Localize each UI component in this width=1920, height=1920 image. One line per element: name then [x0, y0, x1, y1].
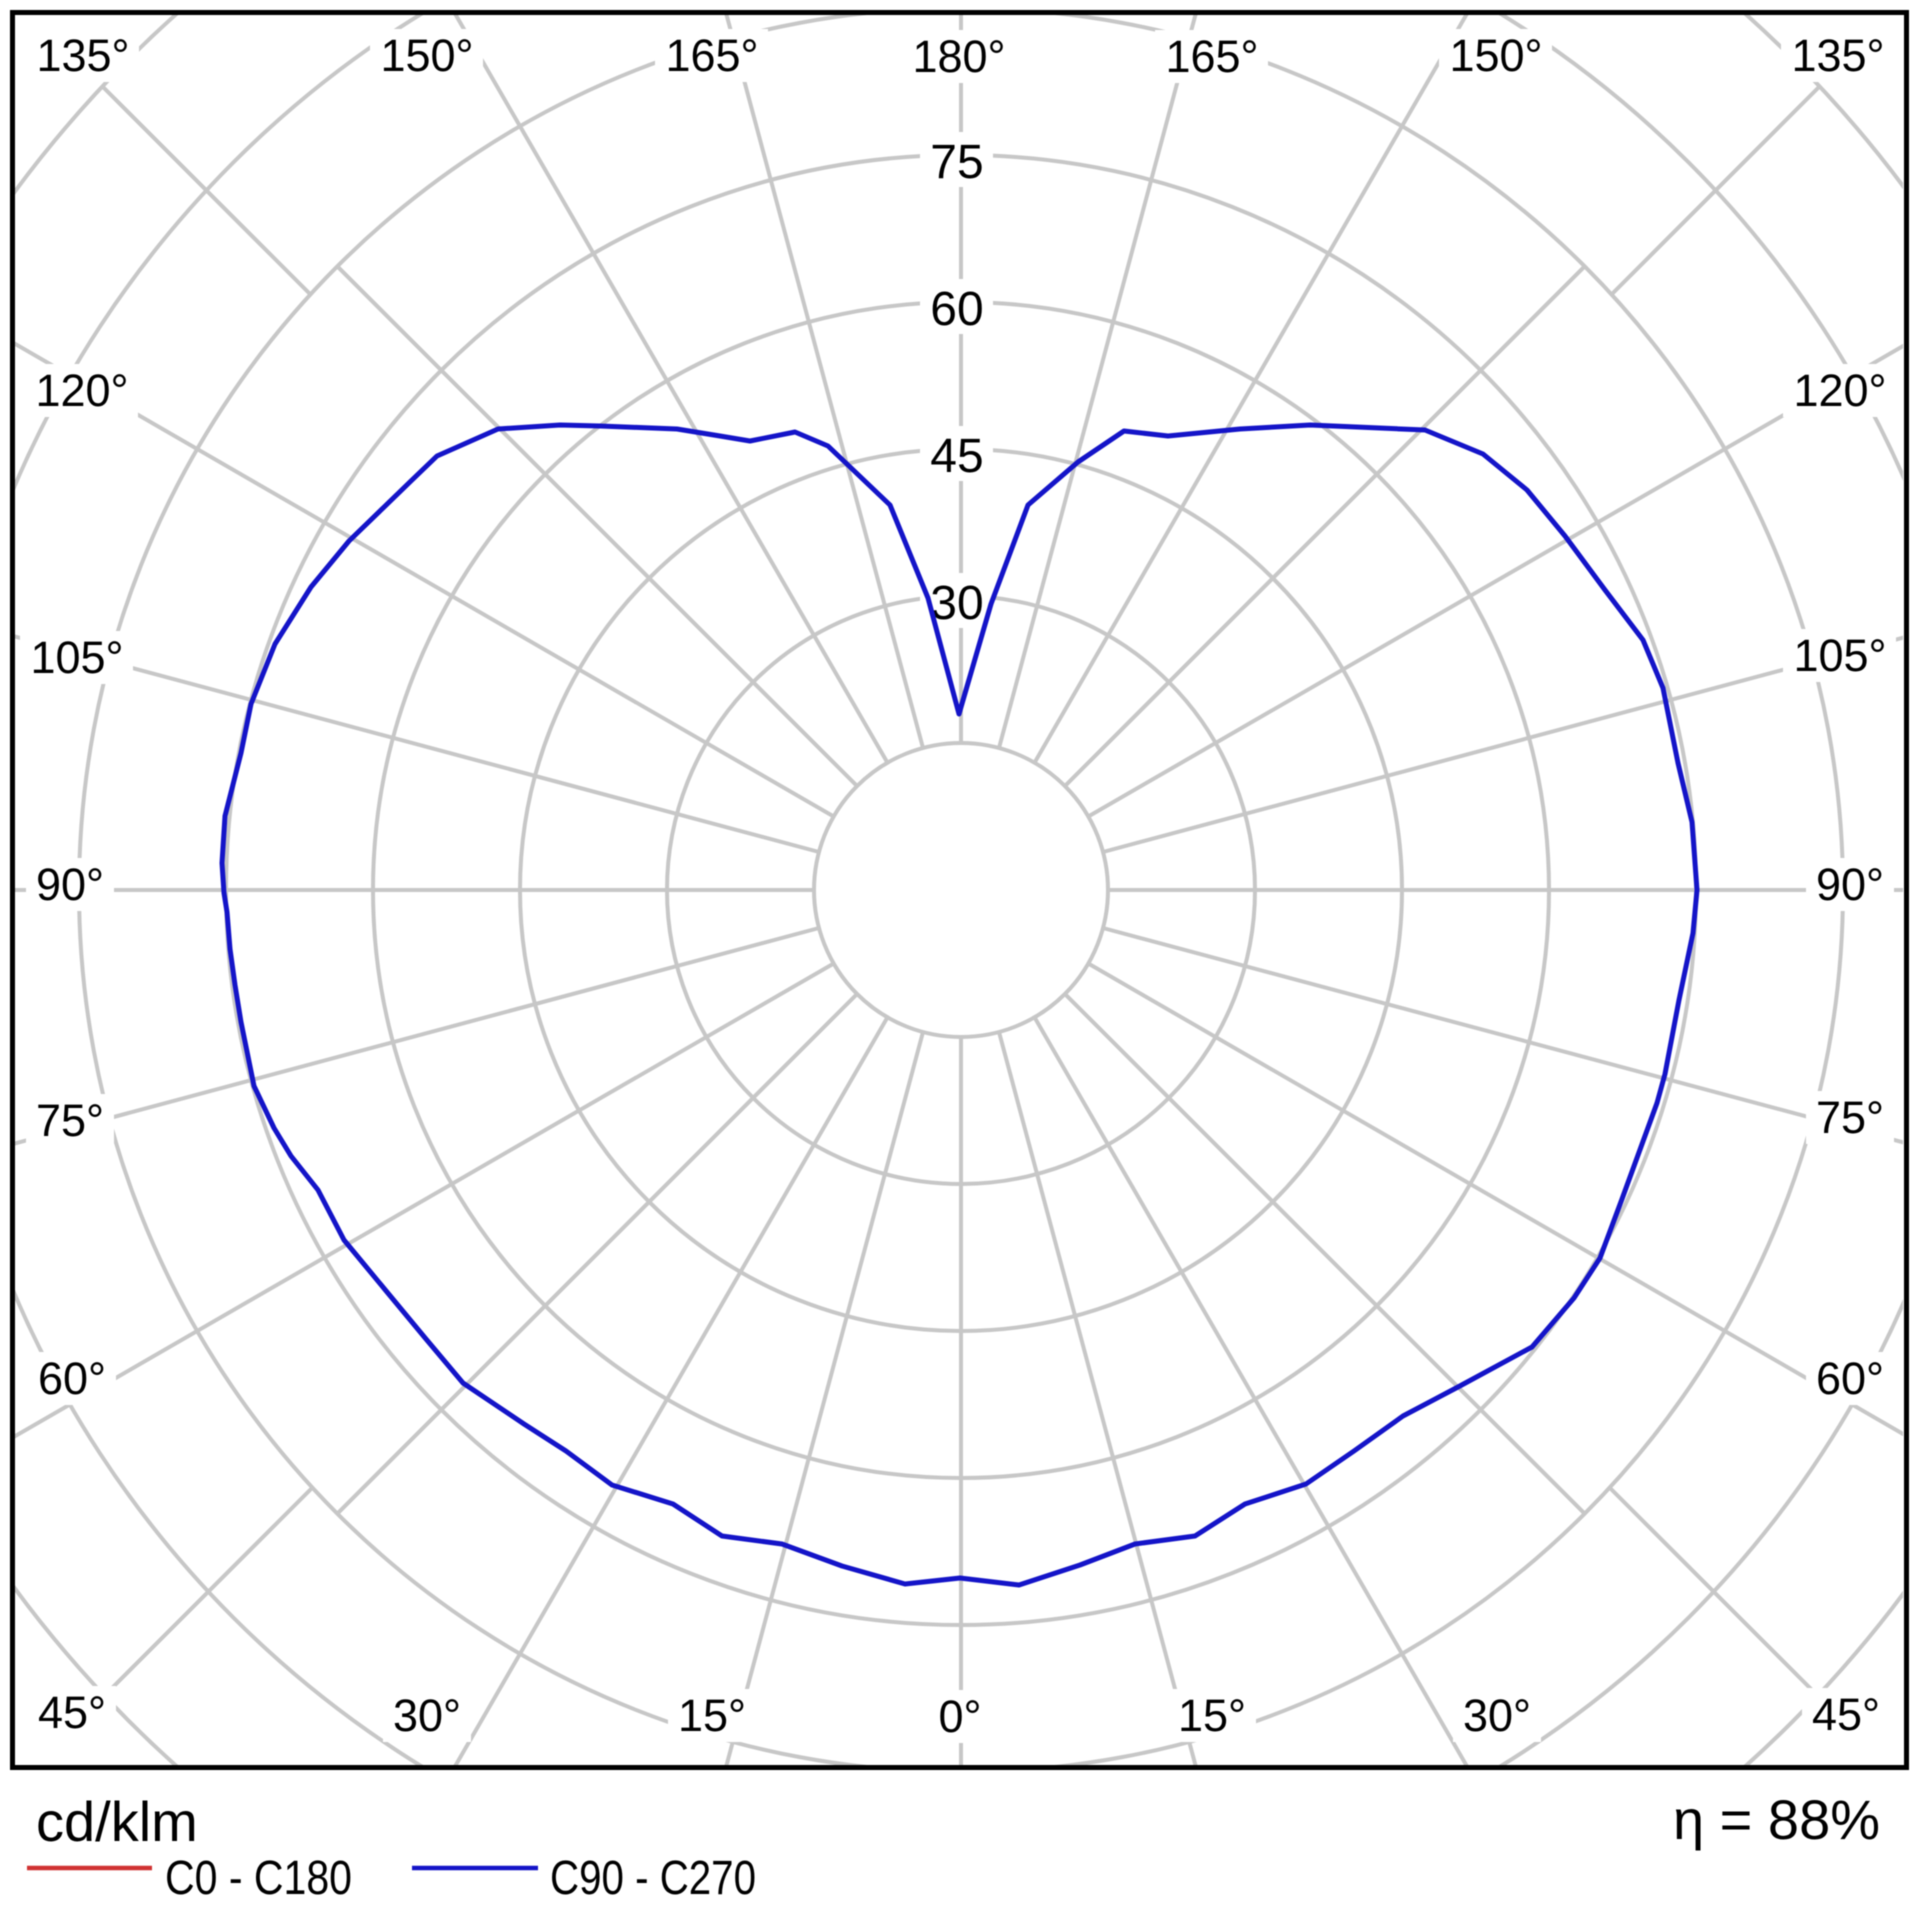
svg-text:C90 - C270: C90 - C270	[550, 1852, 756, 1905]
svg-text:105°: 105°	[1793, 630, 1886, 681]
svg-text:cd/klm: cd/klm	[36, 1790, 198, 1853]
svg-text:η = 88%: η = 88%	[1673, 1788, 1880, 1851]
svg-text:135°: 135°	[36, 30, 129, 81]
svg-text:0°: 0°	[938, 1691, 981, 1742]
svg-text:75°: 75°	[36, 1095, 104, 1146]
svg-text:45°: 45°	[1812, 1689, 1880, 1740]
svg-text:150°: 150°	[380, 30, 473, 81]
svg-text:15°: 15°	[1178, 1690, 1246, 1741]
svg-text:15°: 15°	[678, 1690, 746, 1741]
svg-text:105°: 105°	[30, 632, 123, 683]
svg-text:45: 45	[930, 430, 983, 483]
svg-text:75: 75	[930, 136, 983, 189]
svg-text:150°: 150°	[1449, 30, 1542, 81]
svg-text:60: 60	[930, 283, 983, 336]
svg-text:90°: 90°	[36, 859, 104, 910]
svg-text:120°: 120°	[1793, 365, 1886, 416]
svg-text:165°: 165°	[1165, 31, 1258, 82]
svg-text:60°: 60°	[38, 1353, 106, 1404]
svg-text:30°: 30°	[393, 1690, 461, 1741]
svg-text:135°: 135°	[1791, 30, 1884, 81]
svg-text:120°: 120°	[35, 365, 128, 416]
svg-text:30: 30	[930, 577, 983, 630]
svg-text:75°: 75°	[1816, 1092, 1884, 1143]
svg-text:60°: 60°	[1816, 1353, 1884, 1404]
svg-text:180°: 180°	[912, 31, 1005, 82]
svg-text:30°: 30°	[1463, 1690, 1531, 1741]
svg-text:165°: 165°	[665, 30, 758, 81]
svg-text:C0 - C180: C0 - C180	[165, 1852, 352, 1905]
svg-text:45°: 45°	[38, 1687, 106, 1738]
svg-text:90°: 90°	[1816, 859, 1884, 910]
